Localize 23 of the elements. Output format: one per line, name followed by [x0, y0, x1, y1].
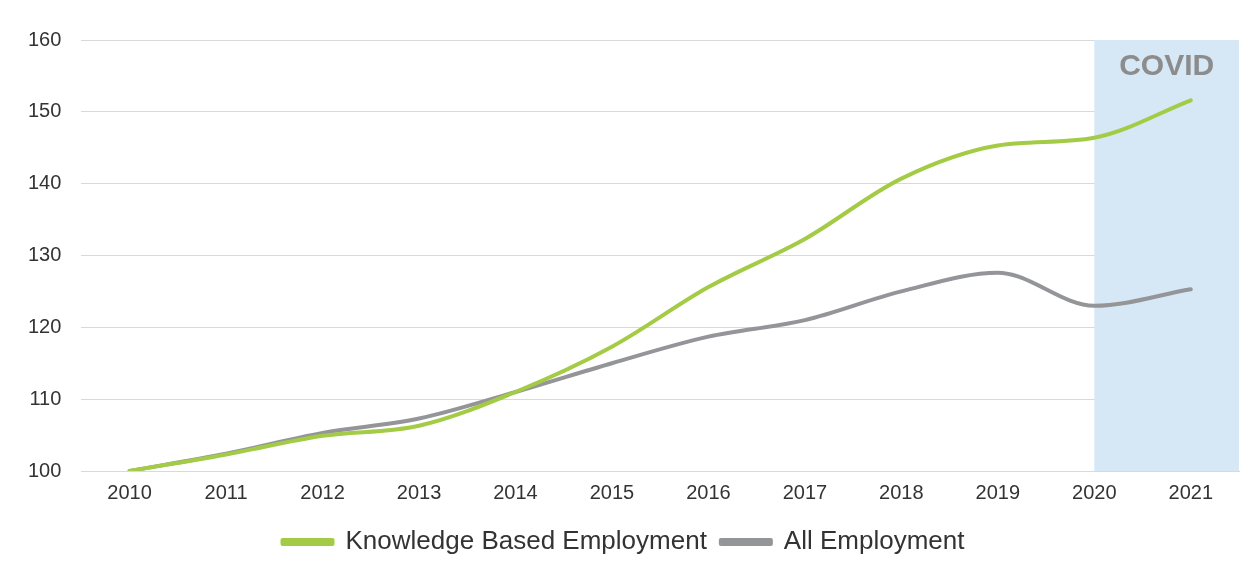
x-tick-label: 2012	[300, 480, 345, 503]
y-tick-label: 110	[29, 386, 62, 409]
x-tick-label: 2020	[1072, 480, 1117, 503]
x-tick-label: 2013	[396, 480, 442, 503]
legend-label: All Employment	[783, 525, 966, 556]
x-tick-label: 2017	[782, 480, 828, 503]
x-tick-label: 2011	[204, 480, 248, 503]
line-series	[127, 98, 1193, 471]
x-tick-label: 2018	[879, 480, 924, 503]
x-tick-label: 2015	[589, 480, 635, 503]
y-tick-label: 100	[27, 458, 62, 481]
legend-label: Knowledge Based Employment	[345, 525, 708, 556]
y-tick-label: 120	[27, 314, 62, 337]
x-tick-label: 2016	[686, 480, 731, 503]
y-tick-label: 150	[27, 99, 62, 122]
y-tick-label: 130	[27, 243, 62, 266]
x-tick-label: 2019	[975, 480, 1021, 503]
y-tick-label: 140	[27, 171, 62, 194]
x-tick-label: 2021	[1168, 480, 1214, 503]
y-tick-label: 160	[27, 27, 62, 50]
x-tick-label: 2014	[493, 480, 538, 503]
band-label: COVID	[1119, 48, 1215, 82]
x-tick-label: 2010	[107, 480, 152, 503]
